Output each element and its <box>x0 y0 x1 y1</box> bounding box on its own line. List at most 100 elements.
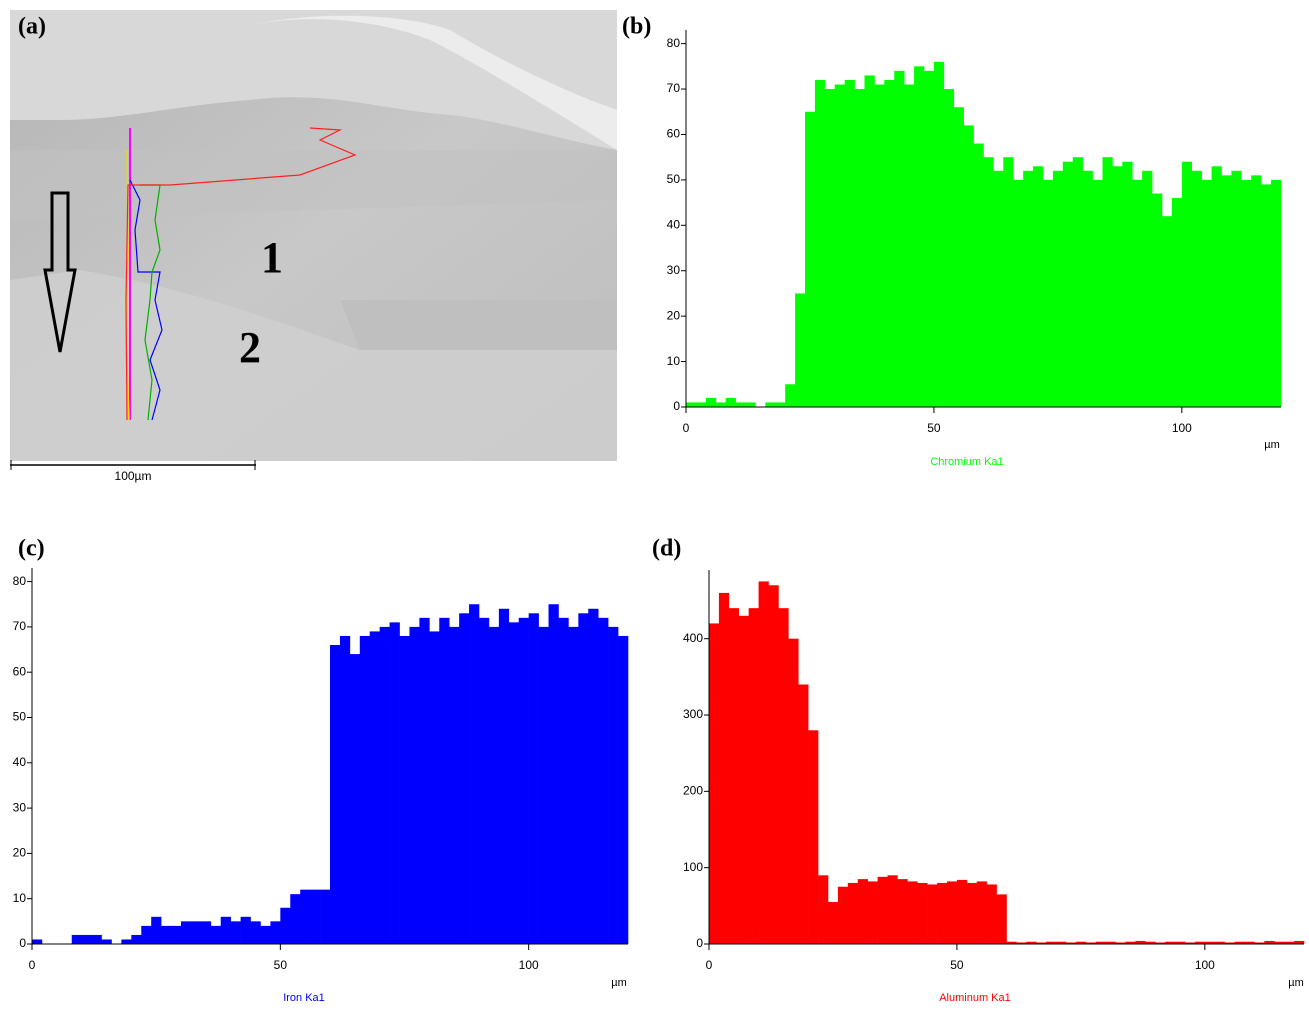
bar <box>578 613 589 944</box>
bar <box>598 617 609 944</box>
bar <box>528 613 539 944</box>
bar <box>1135 940 1146 944</box>
bar <box>943 89 955 408</box>
y-tick-label: 40 <box>667 217 681 231</box>
bar <box>459 613 470 944</box>
bar <box>210 925 222 944</box>
bar <box>1234 941 1245 944</box>
bar <box>1036 942 1047 944</box>
bar <box>1214 941 1225 944</box>
bar <box>1046 941 1057 944</box>
bar <box>320 889 331 944</box>
bar <box>1165 941 1176 944</box>
bar <box>818 875 829 944</box>
bar <box>814 79 826 407</box>
x-tick-label: 50 <box>274 958 288 972</box>
bar <box>429 631 440 944</box>
bar <box>1201 179 1212 407</box>
bar <box>914 66 925 408</box>
bar <box>300 889 311 944</box>
bar <box>1062 161 1074 407</box>
x-tick-label: 0 <box>683 421 690 435</box>
y-tick-label: 30 <box>13 800 27 814</box>
bar <box>1221 175 1232 407</box>
bar <box>1052 170 1064 407</box>
bar <box>1294 940 1305 944</box>
x-tick-label: 0 <box>29 958 36 972</box>
bar <box>1122 161 1133 407</box>
bar <box>1016 942 1027 944</box>
bar <box>904 84 915 407</box>
bar <box>310 889 321 944</box>
bar <box>785 384 796 407</box>
y-tick-label: 70 <box>667 81 681 95</box>
bar <box>1082 170 1093 407</box>
bar <box>1132 179 1143 407</box>
bar <box>1102 157 1113 407</box>
bar <box>171 925 182 944</box>
bar <box>748 608 759 944</box>
bar <box>874 84 885 407</box>
bar <box>161 925 172 944</box>
bar <box>798 684 809 944</box>
bar <box>854 89 865 408</box>
bar <box>768 585 779 944</box>
bar <box>399 635 410 944</box>
bar <box>725 397 736 407</box>
region-label: 2 <box>239 323 261 372</box>
bar <box>686 402 697 407</box>
bar <box>1115 942 1126 944</box>
y-tick-label: 0 <box>696 936 703 950</box>
bar <box>1244 941 1255 944</box>
bar <box>993 170 1004 407</box>
bar <box>718 592 730 944</box>
bar <box>389 622 400 944</box>
y-tick-label: 400 <box>683 631 703 645</box>
bar <box>1023 170 1034 407</box>
bar <box>131 934 142 944</box>
bar <box>409 626 420 944</box>
bar <box>71 934 82 944</box>
bar <box>349 654 361 944</box>
chart-title: Chromium Ka1 <box>930 456 1003 468</box>
bar <box>359 635 371 944</box>
x-axis-unit: µm <box>1264 439 1280 451</box>
bar <box>735 402 746 407</box>
bar <box>867 881 878 944</box>
bar <box>280 907 291 944</box>
y-tick-label: 70 <box>13 619 27 633</box>
bar <box>369 631 380 944</box>
bar <box>877 876 888 944</box>
bar <box>1043 179 1054 407</box>
bar <box>983 157 994 407</box>
bar <box>894 70 905 407</box>
bar <box>230 921 241 944</box>
bar <box>1211 166 1222 407</box>
bar <box>1175 941 1186 944</box>
x-tick-label: 50 <box>927 421 941 435</box>
bar <box>1185 942 1196 944</box>
bar <box>1204 941 1216 944</box>
bar <box>1145 941 1156 944</box>
bar <box>330 645 341 944</box>
x-tick-label: 100 <box>1195 958 1215 972</box>
bar <box>1056 941 1067 944</box>
bar <box>805 111 816 407</box>
bar <box>884 79 895 407</box>
y-tick-label: 60 <box>667 127 681 141</box>
bar <box>250 921 261 944</box>
bar <box>728 608 740 944</box>
bar <box>956 879 968 944</box>
bar <box>775 402 786 407</box>
bar <box>795 293 806 407</box>
bar <box>963 125 974 407</box>
x-axis-unit: µm <box>1288 977 1304 989</box>
bar <box>91 934 102 944</box>
bar <box>924 70 935 407</box>
bar <box>469 604 480 944</box>
bar <box>498 608 510 944</box>
bar <box>847 882 859 944</box>
bar <box>996 894 1007 944</box>
panel-label: (d) <box>652 536 681 562</box>
